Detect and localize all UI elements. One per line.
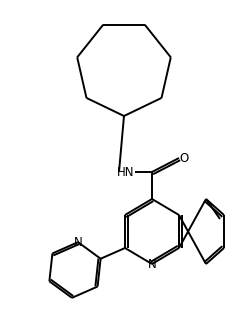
Text: O: O <box>179 152 189 165</box>
Text: N: N <box>74 236 82 249</box>
Text: N: N <box>148 257 156 270</box>
Text: HN: HN <box>117 166 135 178</box>
